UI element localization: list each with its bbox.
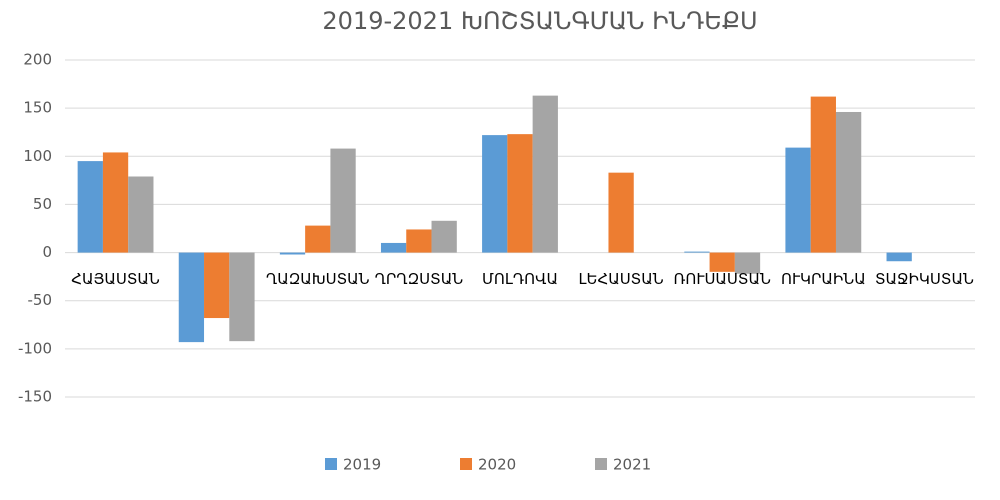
legend-swatch — [325, 458, 337, 470]
legend-swatch — [460, 458, 472, 470]
x-tick-label: ՈՒԿՐԱԻՆԱ — [781, 270, 866, 288]
legend-label: 2020 — [478, 456, 516, 474]
x-tick-label: ՏԱՋԻԿՍՏԱՆ — [875, 270, 974, 288]
y-tick-label: -50 — [28, 291, 53, 309]
bar — [608, 172, 634, 253]
bar — [178, 252, 205, 343]
bar — [532, 95, 558, 253]
bar — [204, 252, 230, 319]
y-tick-label: 0 — [42, 243, 52, 261]
x-tick-label: ՌՈՒՍԱՍՏԱՆ — [674, 270, 771, 288]
bar — [431, 220, 457, 253]
bar — [835, 111, 862, 253]
bar — [305, 225, 331, 253]
y-tick-label: 50 — [33, 195, 52, 213]
bar — [810, 96, 836, 253]
x-tick-label: ՄՈԼԴՈՎԱ — [482, 270, 558, 288]
bar — [229, 252, 255, 342]
bar — [886, 252, 912, 262]
x-tick-label: ՀԱՅԱՍՏԱՆ — [71, 270, 160, 288]
x-tick-label: ՂՐՂԶՍՏԱՆ — [375, 270, 464, 288]
y-tick-label: 200 — [23, 51, 52, 69]
y-tick-label: -150 — [18, 388, 52, 406]
legend-label: 2019 — [343, 456, 381, 474]
bar — [102, 152, 129, 253]
bar — [406, 229, 432, 253]
y-tick-label: -100 — [18, 339, 52, 357]
bar — [482, 135, 508, 253]
y-tick-label: 150 — [23, 99, 52, 117]
legend-label: 2021 — [613, 456, 651, 474]
bar — [330, 148, 356, 253]
bar — [684, 251, 710, 253]
bar — [734, 252, 761, 274]
bar — [128, 176, 154, 253]
bar — [77, 161, 103, 253]
bar — [279, 252, 306, 255]
chart-title: 2019-2021 ԽՈՇՏԱՆԳՄԱՆ ԻՆԴԵՔՍ — [322, 7, 757, 35]
x-tick-label: ՂԱԶԱԽՍՏԱՆ — [266, 270, 370, 288]
bar — [709, 252, 735, 272]
bar — [380, 242, 407, 253]
x-tick-label: ԼԵՀԱՍՏԱՆ — [579, 270, 664, 288]
bar — [785, 147, 811, 253]
legend-swatch — [595, 458, 607, 470]
bar — [507, 134, 533, 253]
y-tick-label: 100 — [23, 147, 52, 165]
